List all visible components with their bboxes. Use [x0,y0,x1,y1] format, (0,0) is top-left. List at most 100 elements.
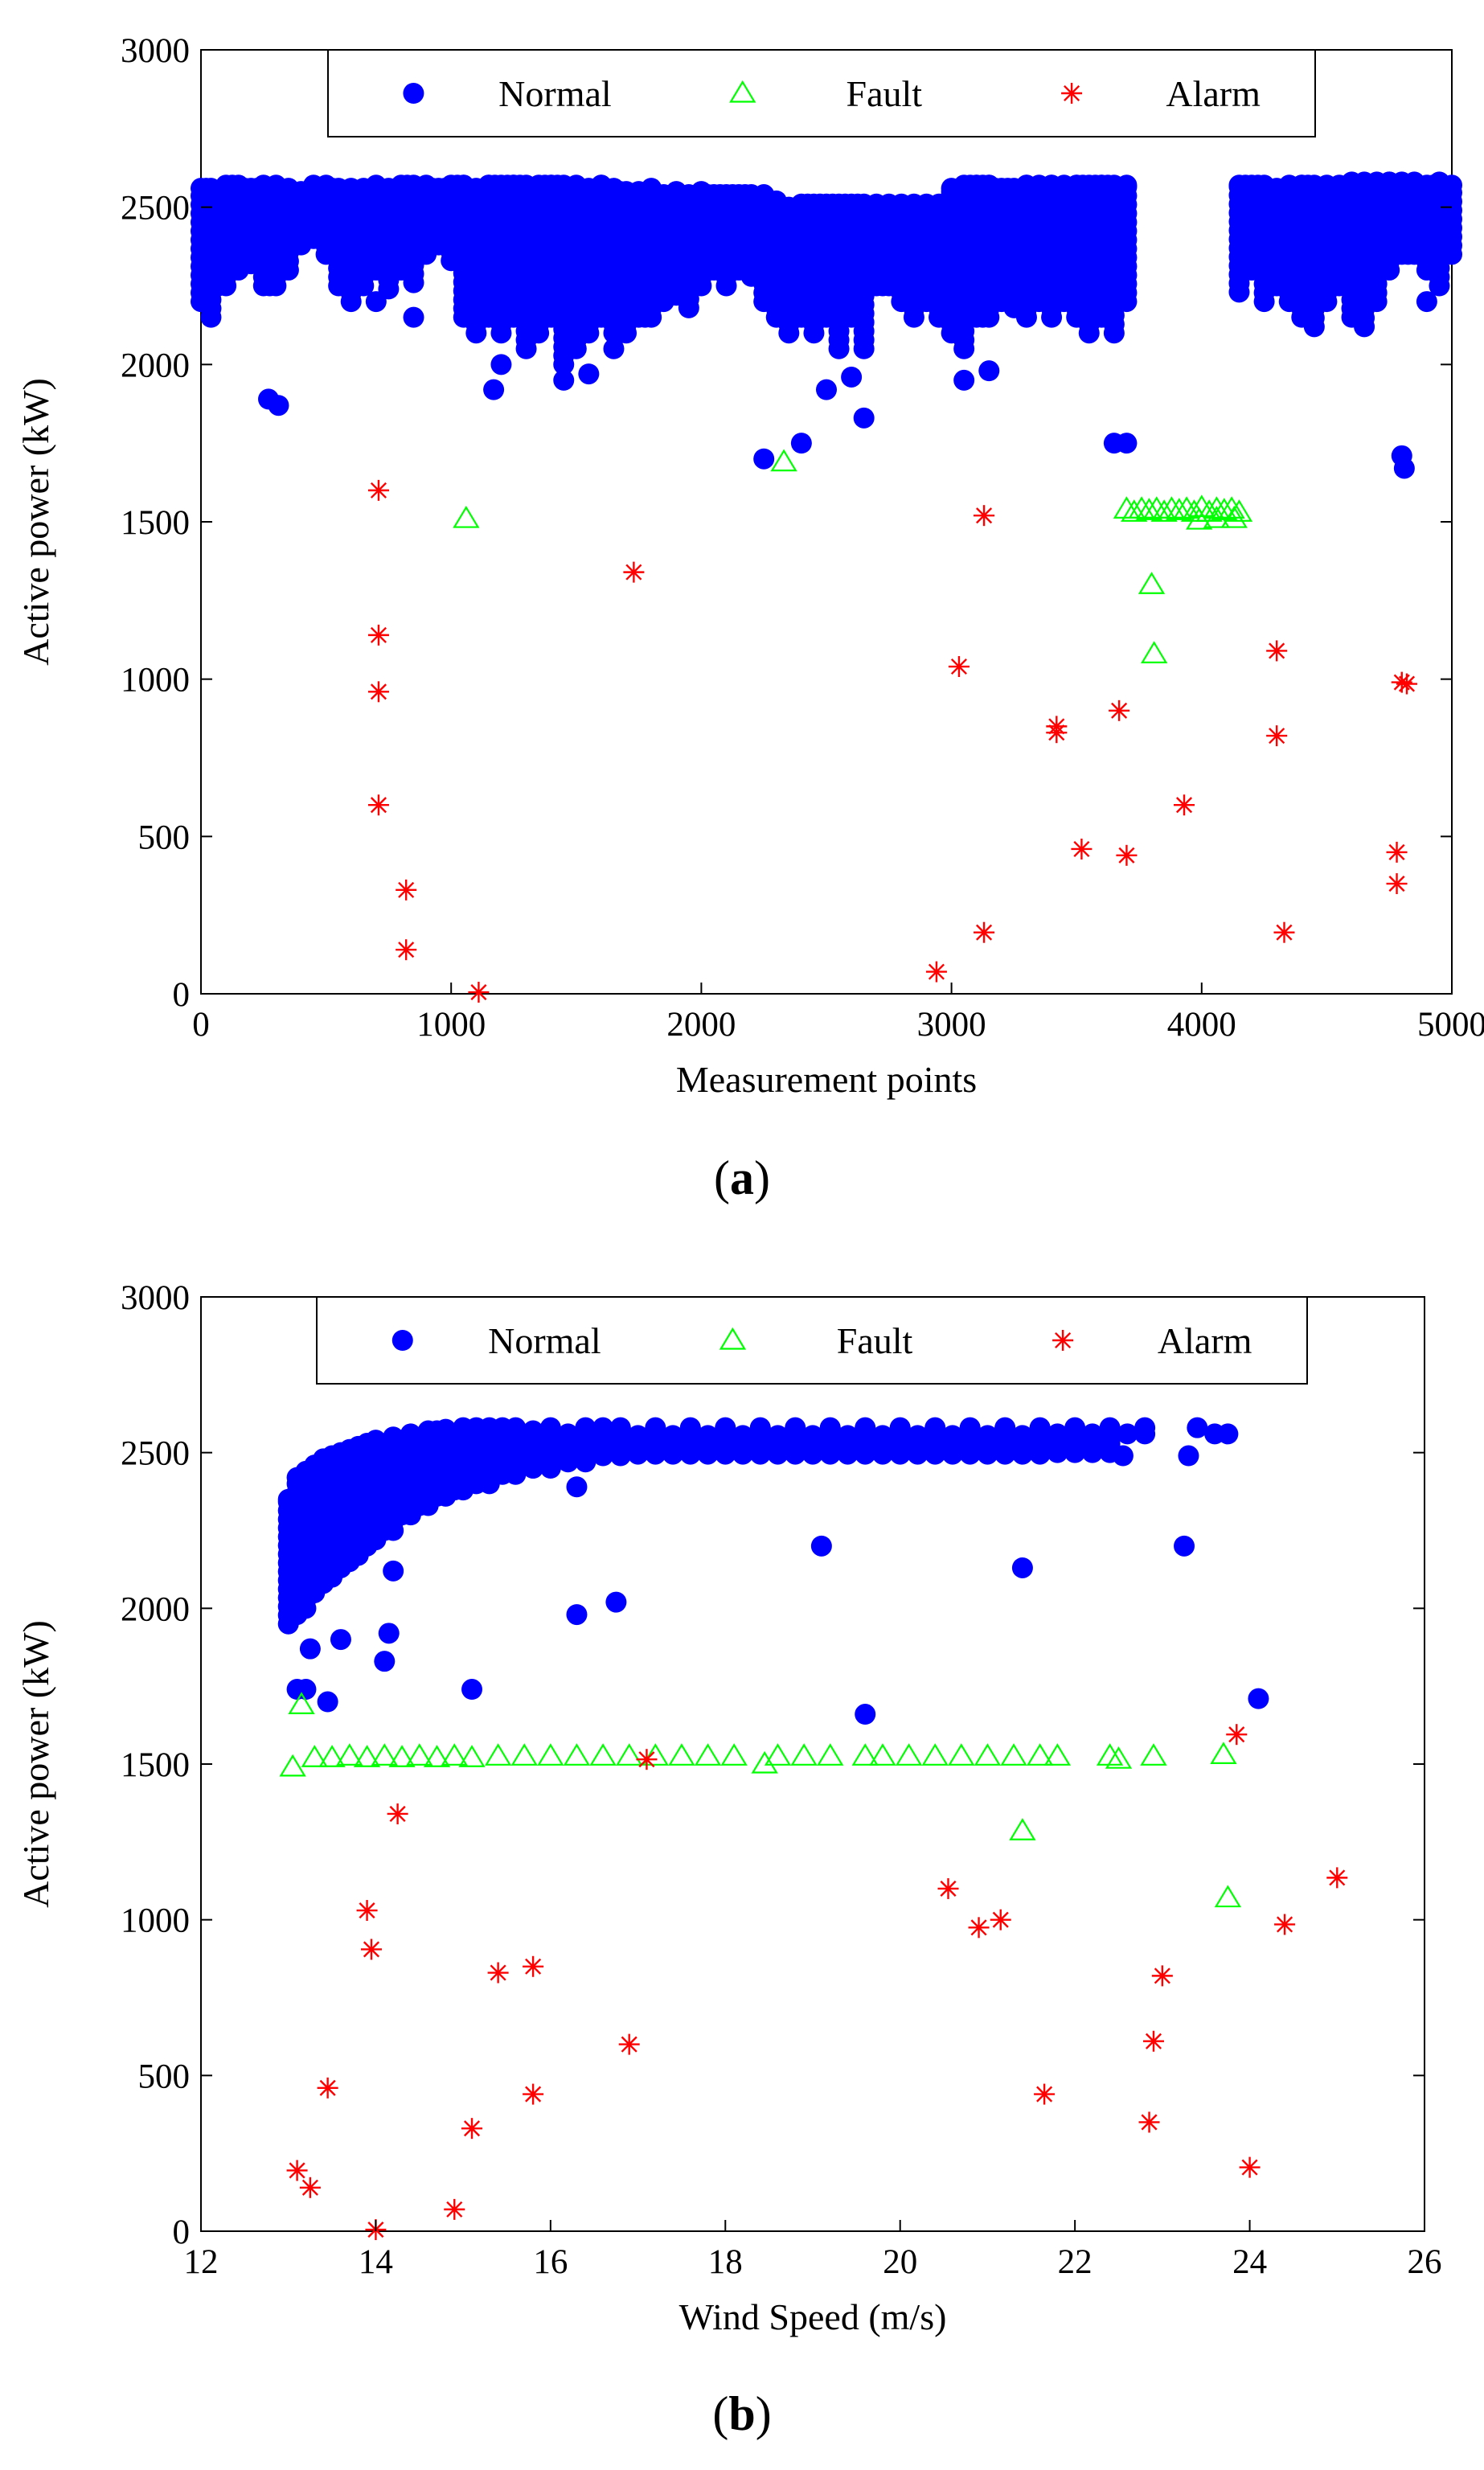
fault-series [279,1692,1242,1908]
normal-point [1178,1445,1199,1467]
x-tick-label: 24 [1232,2243,1267,2281]
legend-label-alarm: Alarm [1158,1320,1252,1361]
normal-point [1099,1417,1121,1438]
fault-point [1220,505,1248,528]
fault-point [1135,498,1163,520]
legend-marker-alarm [1052,1330,1074,1351]
alarm-marker-stroke [940,1880,957,1897]
fault-point [895,1743,923,1766]
fault-point [388,1745,416,1767]
fault-point [1128,496,1155,519]
alarm-point [1326,1867,1348,1889]
legend-box [327,49,1316,137]
normal-point [378,1623,400,1644]
normal-series [286,1417,1269,1725]
alarm-marker-stroke [370,797,387,814]
fault-point [279,1754,306,1777]
panel-a: 0 500 1000 1500 2000 2500 3000 0 1000 2000 3000 400… [15,32,1484,1204]
panel-b: 0 500 1000 1500 2000 2500 3000 12 14 16 18 20 22 24 26… [15,1279,1442,2440]
alarm-point [367,479,389,501]
alarm-point [396,939,417,961]
legend: Normal Fault Alarm [327,49,1316,137]
normal-point [374,1651,396,1672]
data-layer [277,1417,1348,2241]
alarm-series [367,479,1417,1003]
x-tick-label: 18 [708,2243,743,2281]
fault-point [336,1743,363,1766]
normal-point [444,1423,465,1445]
normal-point [697,1425,719,1446]
alarm-point [968,1917,990,1939]
normal-point [837,1425,859,1446]
normal-point [566,1604,588,1626]
normal-point [924,1417,946,1438]
alarm-marker-stroke [370,683,387,700]
alarm-point [1174,794,1195,816]
alarm-marker-stroke [363,1941,380,1958]
alarm-point [299,2177,321,2198]
y-axis-label: Active power (kW) [15,378,56,666]
normal-point [374,1435,396,1457]
x-axis-label: Wind Speed (m/s) [679,2296,947,2337]
normal-point [662,1425,684,1446]
alarm-point [1226,1724,1248,1746]
y-axis-label: Active power (kW) [15,1620,56,1908]
alarm-point [937,1877,959,1899]
y-tick-label: 1500 [121,504,190,542]
legend-box [316,1296,1308,1385]
alarm-marker-stroke [1388,843,1405,860]
alarm-marker-stroke [1276,924,1293,941]
alarm-point [367,624,389,646]
fault-point [1203,505,1231,528]
panel-caption: (b) [712,2387,771,2440]
normal-point [732,1425,754,1446]
fault-point [1000,1743,1027,1766]
alarm-marker-stroke [370,626,387,643]
normal-point [603,338,625,359]
alarm-marker-stroke [1154,1967,1170,1984]
normal-point [426,1420,448,1442]
fault-point [948,1743,975,1766]
normal-point [802,1425,823,1446]
normal-point [317,1691,338,1713]
fault-point [974,1743,1002,1766]
fault-point [817,1743,844,1766]
alarm-point [317,2077,338,2099]
alarm-marker-stroke [301,2179,318,2196]
data-layer [191,171,1462,1003]
alarm-marker-stroke [1111,702,1128,719]
fault-point [851,1743,879,1766]
fault-point [371,1743,398,1766]
normal-point [853,407,875,429]
fault-point [1141,641,1168,663]
fault-point [751,1750,778,1774]
alarm-point [468,982,490,1003]
alarm-marker-stroke [1073,840,1090,858]
fault-point [1009,1818,1036,1840]
fault-point [288,1692,315,1715]
normal-point [268,395,289,416]
normal-point [575,1417,596,1438]
fault-point [1121,499,1148,522]
alarm-point [1034,2083,1056,2105]
fault-point [1210,1742,1237,1764]
normal-point [810,1535,832,1557]
fault-point [1140,1743,1167,1766]
alarm-point [444,2198,465,2220]
x-axis-label: Measurement points [676,1059,977,1100]
fault-point [458,1745,486,1767]
y-tick-label: 0 [173,976,191,1014]
normal-point [1047,1423,1068,1445]
legend-label-fault: Fault [837,1320,913,1361]
fault-point [510,1743,538,1766]
normal-point [299,1638,321,1660]
legend-marker-fault [729,80,756,103]
fault-point [764,1743,792,1766]
normal-point [1416,291,1437,313]
normal-point [978,360,1000,382]
normal-point [592,1417,614,1438]
alarm-marker-stroke [1118,847,1135,864]
fault-point [1188,494,1215,517]
fault-point [1113,496,1141,519]
normal-point [715,1417,736,1438]
